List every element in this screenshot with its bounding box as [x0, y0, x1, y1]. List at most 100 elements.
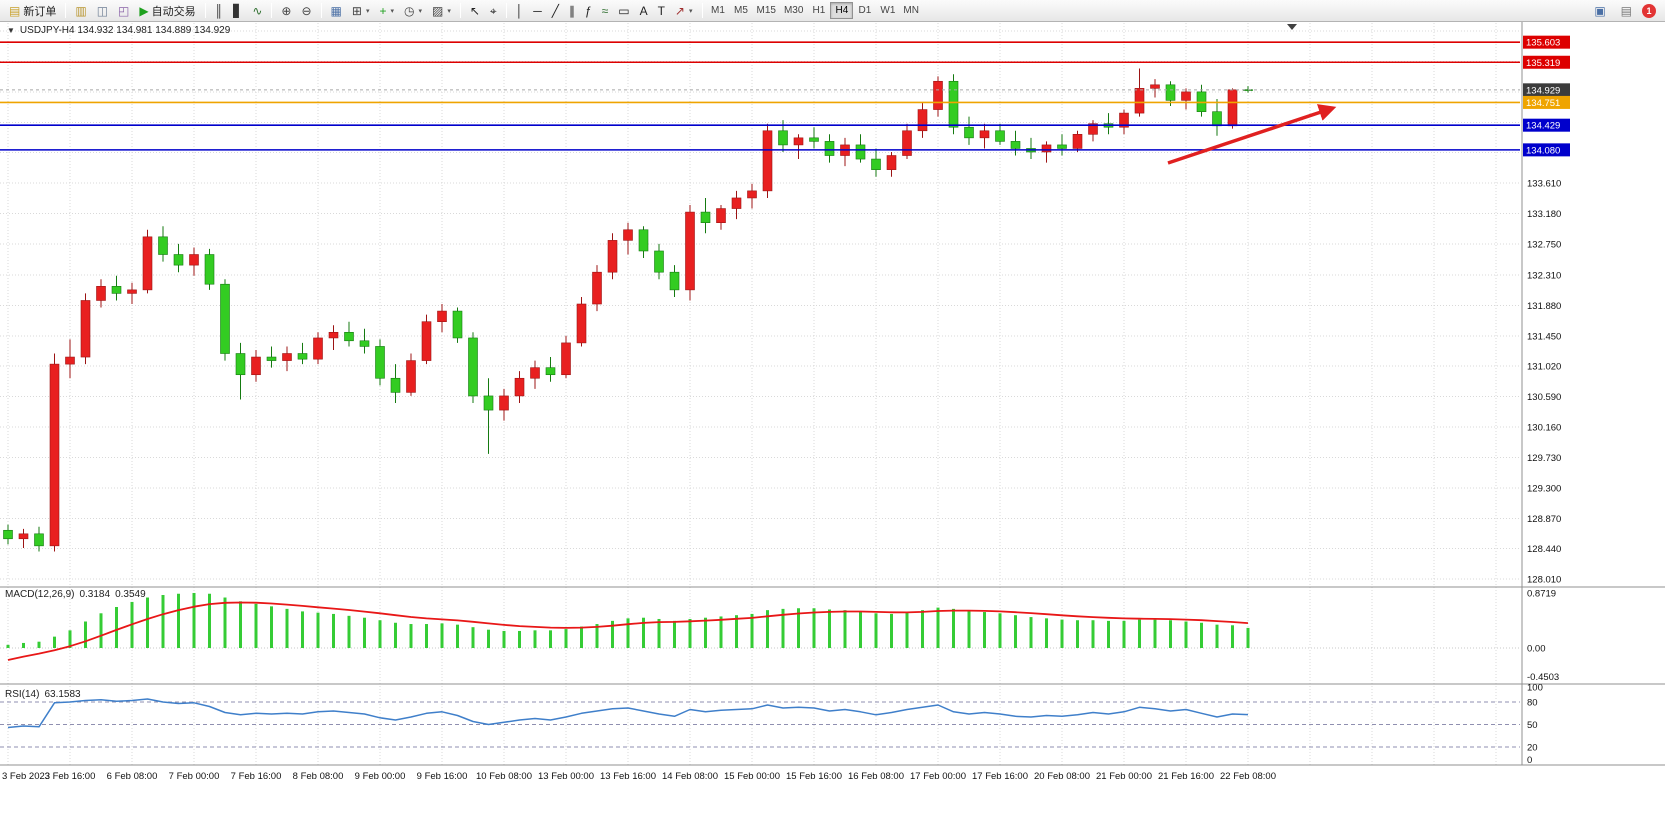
rsi-layer: 100 80 50 200	[0, 683, 1543, 766]
indicators-button[interactable]: + ▾	[374, 1, 399, 20]
bar-chart-icon: ║	[214, 3, 224, 18]
symbol-ohlc-text: USDJPY-H4 134.932 134.981 134.889 134.92…	[19, 25, 231, 36]
fibonacci-button[interactable]: ƒ	[580, 1, 597, 20]
line-chart-icon: ∿	[252, 3, 263, 18]
horizontal-line-button[interactable]: ─	[528, 1, 547, 20]
toolbar-separator	[204, 3, 206, 18]
charts-button[interactable]: ▥	[70, 1, 91, 20]
zoom-out-button[interactable]: ⊖	[296, 1, 316, 20]
channel-button[interactable]: ∥	[564, 1, 580, 20]
templates-button[interactable]: ▨ ▾	[427, 1, 456, 20]
svg-text:131.450: 131.450	[1527, 331, 1561, 342]
vertical-line-button[interactable]: │	[511, 1, 529, 20]
horizontal-lines-layer[interactable]: 135.603 135.319 134.929 134.751 134.429 134.0…	[0, 35, 1570, 157]
toolbar-separator	[65, 3, 67, 18]
candlestick-chart-icon: ▋	[233, 3, 243, 18]
zoom-in-button[interactable]: ⊕	[276, 1, 296, 20]
chart-legend: ▼ USDJPY-H4 134.932 134.981 134.889 134.…	[7, 25, 230, 36]
price-axis-labels[interactable]: 133.610 133.180 132.750 132.310 131.880 131.4…	[1527, 179, 1561, 586]
svg-text:135.319: 135.319	[1526, 58, 1560, 69]
trend-arrow[interactable]	[1167, 104, 1337, 165]
fibonacci-icon: ƒ	[584, 3, 592, 18]
macd-name: MACD(12,26,9)	[5, 589, 75, 600]
tile-windows-icon: ▦	[330, 3, 342, 18]
svg-text:7 Feb 16:00: 7 Feb 16:00	[231, 771, 282, 782]
rsi-value: 63.1583	[44, 689, 81, 700]
macd-main-value: 0.3184	[79, 589, 111, 600]
trendline-button[interactable]: ╱	[547, 1, 564, 20]
grid-layer	[0, 23, 1520, 765]
timeframe-h4-button[interactable]: H4	[830, 2, 854, 19]
crosshair-button[interactable]: ⌖	[485, 1, 502, 20]
svg-text:128.440: 128.440	[1527, 544, 1561, 555]
alerts-button[interactable]: ▤	[1616, 1, 1637, 20]
toolbar-right-group: ▣ ▤ 1	[1589, 1, 1661, 20]
cursor-button[interactable]: ↖	[465, 1, 485, 20]
svg-text:15 Feb 00:00: 15 Feb 00:00	[724, 771, 780, 782]
svg-text:14 Feb 08:00: 14 Feb 08:00	[662, 771, 718, 782]
text-label-button[interactable]: T	[653, 1, 670, 20]
new-chart-caret-icon[interactable]: ▾	[365, 7, 370, 15]
svg-text:0: 0	[1527, 755, 1532, 766]
arrows-caret-icon[interactable]: ▾	[688, 7, 693, 15]
svg-text:6 Feb 08:00: 6 Feb 08:00	[107, 771, 158, 782]
timeframe-w1-button[interactable]: W1	[880, 5, 896, 16]
alerts-icon: ▤	[1620, 3, 1632, 18]
svg-text:9 Feb 00:00: 9 Feb 00:00	[355, 771, 406, 782]
svg-text:16 Feb 08:00: 16 Feb 08:00	[848, 771, 904, 782]
timeframe-m30-button[interactable]: M30	[783, 5, 804, 16]
text-label-icon: T	[657, 3, 665, 18]
indicators-caret-icon[interactable]: ▾	[390, 7, 394, 15]
svg-text:128.870: 128.870	[1527, 514, 1561, 525]
arrows-icon: ↗	[674, 3, 685, 18]
svg-text:133.610: 133.610	[1527, 179, 1561, 190]
timeframe-h1-button[interactable]: H1	[812, 5, 826, 16]
chart-window-icon: ▣	[1594, 3, 1606, 18]
chart-shift-marker-icon[interactable]	[1287, 24, 1297, 30]
tile-windows-button[interactable]: ▦	[326, 1, 347, 20]
shapes-button[interactable]: ▭	[613, 1, 634, 20]
horizontal-line-icon: ─	[533, 3, 542, 18]
shapes-icon: ▭	[618, 3, 630, 18]
line-chart-button[interactable]: ∿	[247, 1, 267, 20]
svg-text:0.00: 0.00	[1527, 644, 1546, 655]
data-window-button[interactable]: ◰	[113, 1, 134, 20]
new-order-icon: ▤	[9, 3, 21, 18]
timeframe-mn-button[interactable]: MN	[903, 5, 919, 16]
profiles-button[interactable]: ◫	[92, 1, 113, 20]
macd-legend: MACD(12,26,9) 0.3184 0.3549	[5, 589, 146, 600]
waves-button[interactable]: ≈	[597, 1, 614, 20]
templates-caret-icon[interactable]: ▾	[447, 7, 451, 15]
bar-chart-button[interactable]: ║	[210, 1, 229, 20]
text-icon: A	[639, 3, 648, 18]
candlestick-chart-button[interactable]: ▋	[228, 1, 247, 20]
svg-text:132.750: 132.750	[1527, 239, 1561, 250]
svg-text:134.429: 134.429	[1526, 121, 1560, 132]
zoom-out-icon: ⊖	[301, 3, 312, 18]
zoom-in-icon: ⊕	[281, 3, 292, 18]
timeframe-d1-button[interactable]: D1	[858, 5, 872, 16]
periods-caret-icon[interactable]: ▾	[418, 7, 422, 15]
timeframe-m1-button[interactable]: M1	[711, 5, 725, 16]
timeframe-m5-button[interactable]: M5	[734, 5, 748, 16]
timeframe-m15-button[interactable]: M15	[756, 5, 776, 16]
svg-text:3 Feb 2023: 3 Feb 2023	[2, 771, 50, 782]
macd-signal-value: 0.3549	[115, 589, 146, 600]
auto-trading-button[interactable]: ▶ 自动交易	[134, 1, 200, 20]
new-order-label: 新订单	[23, 5, 57, 18]
svg-text:134.080: 134.080	[1526, 145, 1560, 156]
symbol-dropdown-icon[interactable]: ▼	[7, 26, 15, 35]
svg-text:128.010: 128.010	[1527, 575, 1561, 586]
svg-text:100: 100	[1527, 683, 1543, 694]
chart-window-button[interactable]: ▣	[1589, 1, 1610, 20]
periods-button[interactable]: ◷ ▾	[399, 1, 427, 20]
new-order-button[interactable]: ▤ 新订单	[4, 1, 61, 20]
svg-text:9 Feb 16:00: 9 Feb 16:00	[417, 771, 468, 782]
text-button[interactable]: A	[635, 1, 653, 20]
arrows-button[interactable]: ↗ ▾	[670, 1, 698, 20]
notification-badge[interactable]: 1	[1642, 3, 1656, 18]
svg-text:133.180: 133.180	[1527, 209, 1561, 220]
new-chart-button[interactable]: ⊞ ▾	[347, 1, 375, 20]
